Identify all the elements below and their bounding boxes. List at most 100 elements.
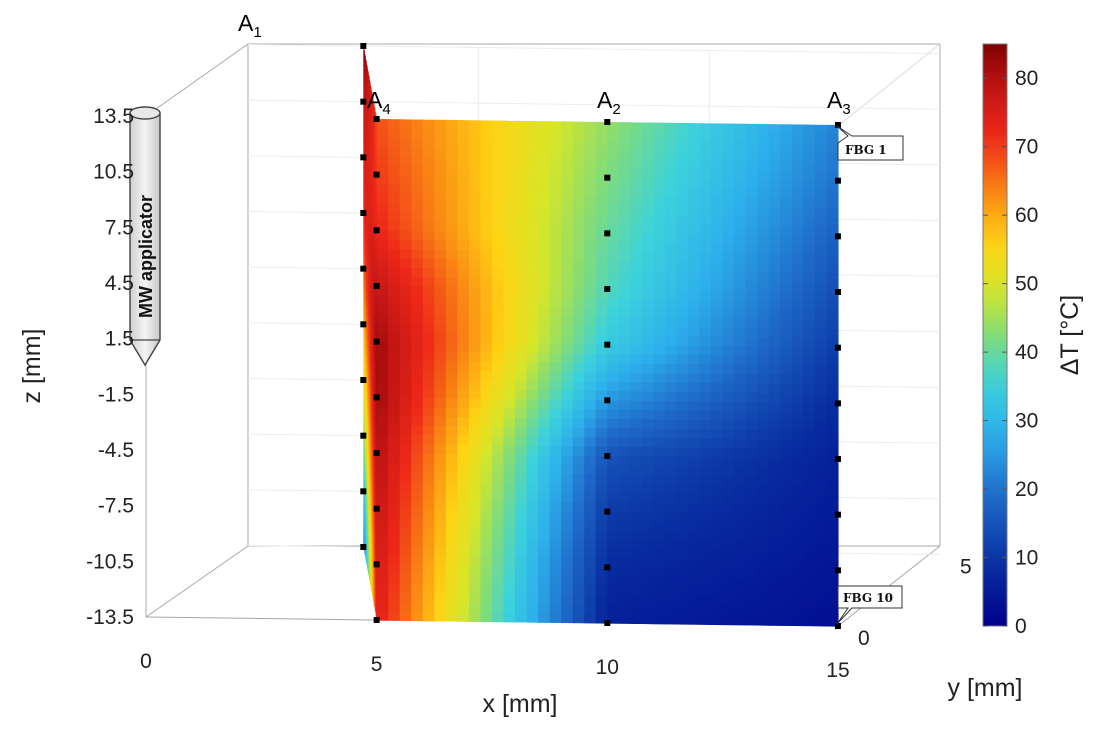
surface-cell (538, 473, 551, 484)
surface-cell (826, 264, 839, 275)
sensor-marker (834, 233, 841, 240)
surface-cell (572, 214, 585, 225)
surface-cell (572, 436, 585, 448)
surface-cell (457, 333, 470, 344)
surface-cell (375, 419, 378, 436)
surface-cell (780, 226, 793, 237)
surface-cell (480, 129, 493, 140)
surface-cell (711, 123, 724, 134)
surface-cell (722, 336, 735, 347)
surface-cell (376, 536, 389, 547)
surface-cell (734, 197, 747, 208)
surface-cell (480, 472, 493, 483)
surface-cell (445, 268, 458, 279)
surface-cell (745, 504, 758, 515)
surface-cell (803, 430, 816, 441)
surface-cell (399, 332, 412, 343)
surface-cell (584, 418, 597, 429)
surface-cell (745, 188, 758, 199)
surface-cell (457, 583, 470, 594)
surface-cell (503, 612, 516, 623)
surface-cell (768, 198, 781, 209)
surface-cell (711, 225, 724, 236)
surface-cell (422, 518, 435, 529)
surface-cell (422, 203, 435, 214)
surface-cell (814, 597, 828, 608)
surface-cell (630, 298, 643, 309)
surface-cell (375, 262, 378, 278)
surface-cell (676, 391, 689, 402)
surface-cell (491, 241, 505, 252)
surface-cell (641, 577, 655, 588)
surface-cell (584, 576, 597, 587)
surface-cell (468, 148, 482, 159)
surface-cell (491, 500, 505, 511)
surface-cell (653, 475, 666, 486)
surface-cell (814, 412, 828, 423)
surface-cell (503, 167, 516, 178)
surface-cell (434, 407, 447, 418)
surface-cell (791, 254, 804, 265)
surface-cell (803, 347, 816, 358)
surface-cell (711, 160, 724, 171)
surface-cell (653, 530, 666, 541)
surface-cell (457, 324, 470, 335)
surface-cell (375, 132, 378, 148)
surface-cell (711, 596, 724, 607)
surface-cell (572, 186, 585, 197)
surface-cell (653, 540, 666, 551)
surface-cell (607, 465, 620, 476)
surface-cell (618, 493, 631, 504)
surface-cell (376, 156, 389, 167)
surface-cell (653, 261, 666, 272)
surface-cell (434, 481, 447, 492)
sensor-marker (360, 43, 367, 49)
surface-cell (676, 429, 689, 440)
surface-cell (711, 253, 724, 264)
surface-cell (468, 528, 482, 539)
surface-cell (480, 120, 493, 131)
surface-cell (375, 540, 378, 556)
surface-cell (515, 519, 528, 530)
z-gridline (247, 44, 940, 54)
surface-cell (768, 124, 781, 135)
surface-cell (526, 473, 539, 484)
surface-cell (561, 344, 574, 355)
surface-cell (630, 168, 643, 179)
surface-cell (618, 177, 631, 188)
surface-cell (572, 613, 585, 624)
surface-cell (641, 493, 655, 504)
surface-cell (595, 363, 608, 374)
surface-cell (526, 362, 539, 373)
surface-cell (538, 158, 551, 169)
surface-cell (376, 388, 389, 399)
surface-cell (664, 438, 678, 449)
sensor-marker (834, 289, 841, 295)
surface-cell (457, 518, 470, 530)
surface-cell (375, 150, 378, 166)
surface-cell (711, 188, 724, 199)
surface-cell (745, 494, 758, 505)
surface-cell (826, 208, 839, 219)
surface-cell (618, 437, 631, 448)
surface-cell (757, 430, 770, 441)
surface-cell (734, 170, 747, 181)
surface-cell (411, 555, 424, 566)
surface-cell (803, 439, 816, 451)
surface-cell (399, 536, 412, 547)
surface-cell (457, 463, 470, 474)
temperature-surface (363, 46, 839, 627)
surface-cell (445, 296, 458, 307)
surface-cell (515, 445, 528, 456)
surface-cell (445, 583, 458, 594)
surface-cell (814, 310, 828, 321)
surface-cell (664, 577, 678, 588)
surface-cell (538, 223, 551, 234)
colorbar-label: ΔT [°C] (1056, 295, 1084, 375)
surface-cell (434, 175, 447, 186)
surface-cell (549, 510, 562, 521)
surface-cell (526, 260, 539, 271)
surface-cell (688, 215, 701, 226)
surface-cell (434, 129, 447, 140)
surface-cell (457, 379, 470, 390)
